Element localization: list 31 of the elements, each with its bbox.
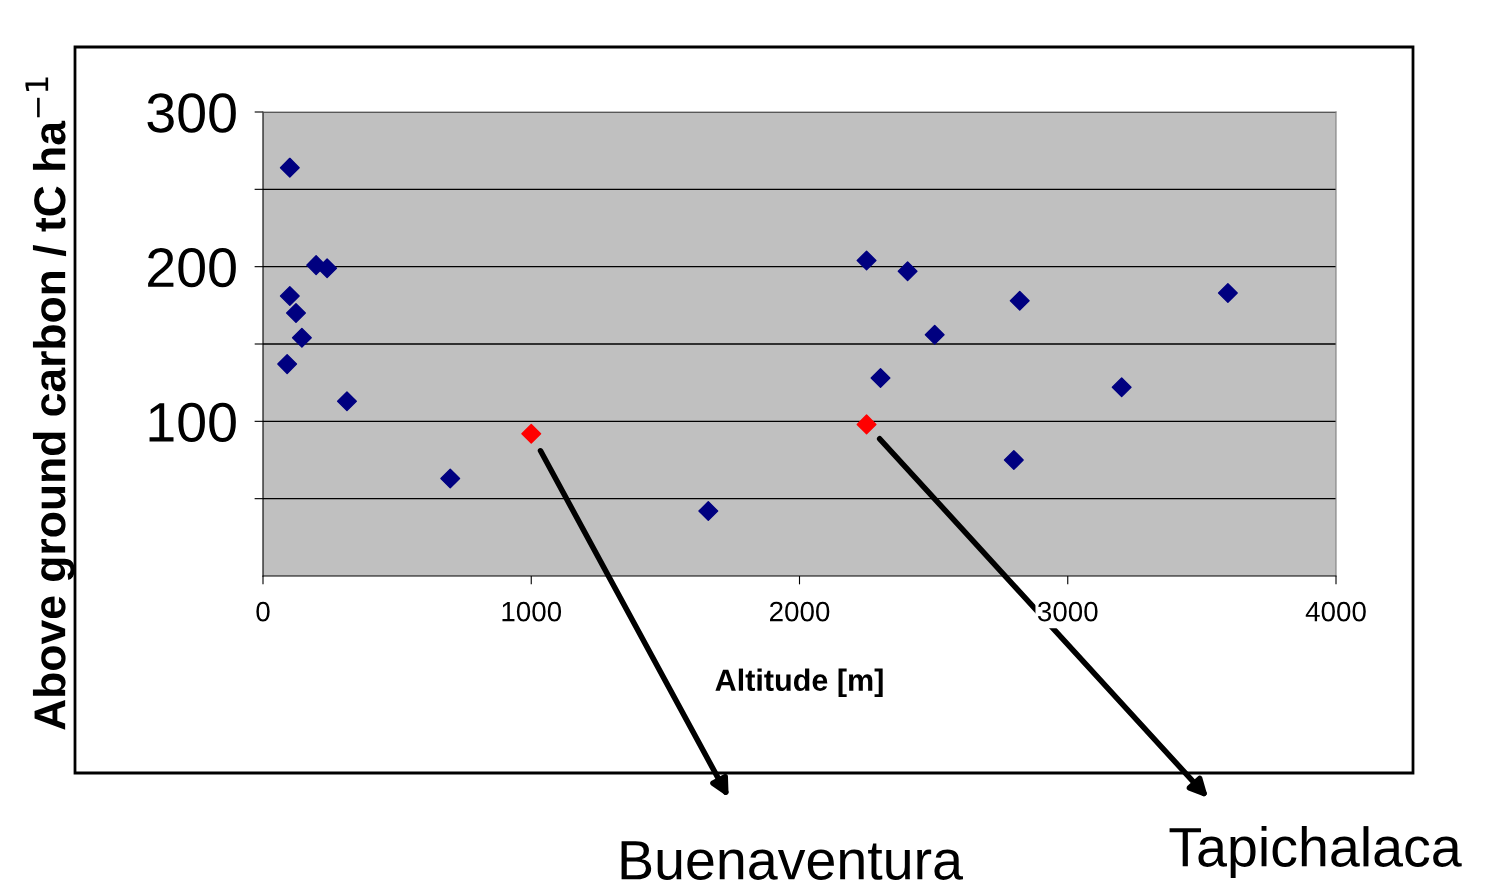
point: [698, 501, 719, 522]
point: [1111, 377, 1132, 398]
point: [440, 468, 461, 489]
point: [924, 324, 945, 345]
x-tick-label: 3000: [1037, 601, 1098, 622]
x-tick-label: 0: [256, 601, 270, 622]
point: [897, 261, 918, 282]
point: [285, 303, 307, 324]
point: [856, 250, 877, 271]
point: [291, 327, 312, 348]
point: [317, 258, 338, 279]
point: [1003, 449, 1024, 471]
x-tick-label: 1000: [502, 601, 562, 622]
point: [1009, 290, 1030, 311]
point: [856, 414, 877, 435]
x-axis-title: Altitude [m]: [715, 668, 883, 698]
point: [279, 157, 300, 178]
x-tick-label: 4000: [1305, 601, 1366, 622]
point: [336, 391, 357, 412]
text: Tapichalaca: [1169, 826, 1462, 878]
y-tick-label: 200: [148, 248, 236, 288]
point: [277, 354, 298, 375]
point: [279, 286, 300, 307]
x-tick-label: 2000: [770, 601, 830, 622]
y-tick-label: 300: [147, 93, 236, 133]
point: [1217, 282, 1238, 303]
point: [521, 423, 542, 444]
y-axis-title: Above ground carbon / tC ha$^{−1}$: [25, 77, 75, 730]
point: [870, 368, 891, 389]
text: Buenaventura: [621, 841, 963, 880]
y-tick-label: 100: [149, 402, 236, 443]
